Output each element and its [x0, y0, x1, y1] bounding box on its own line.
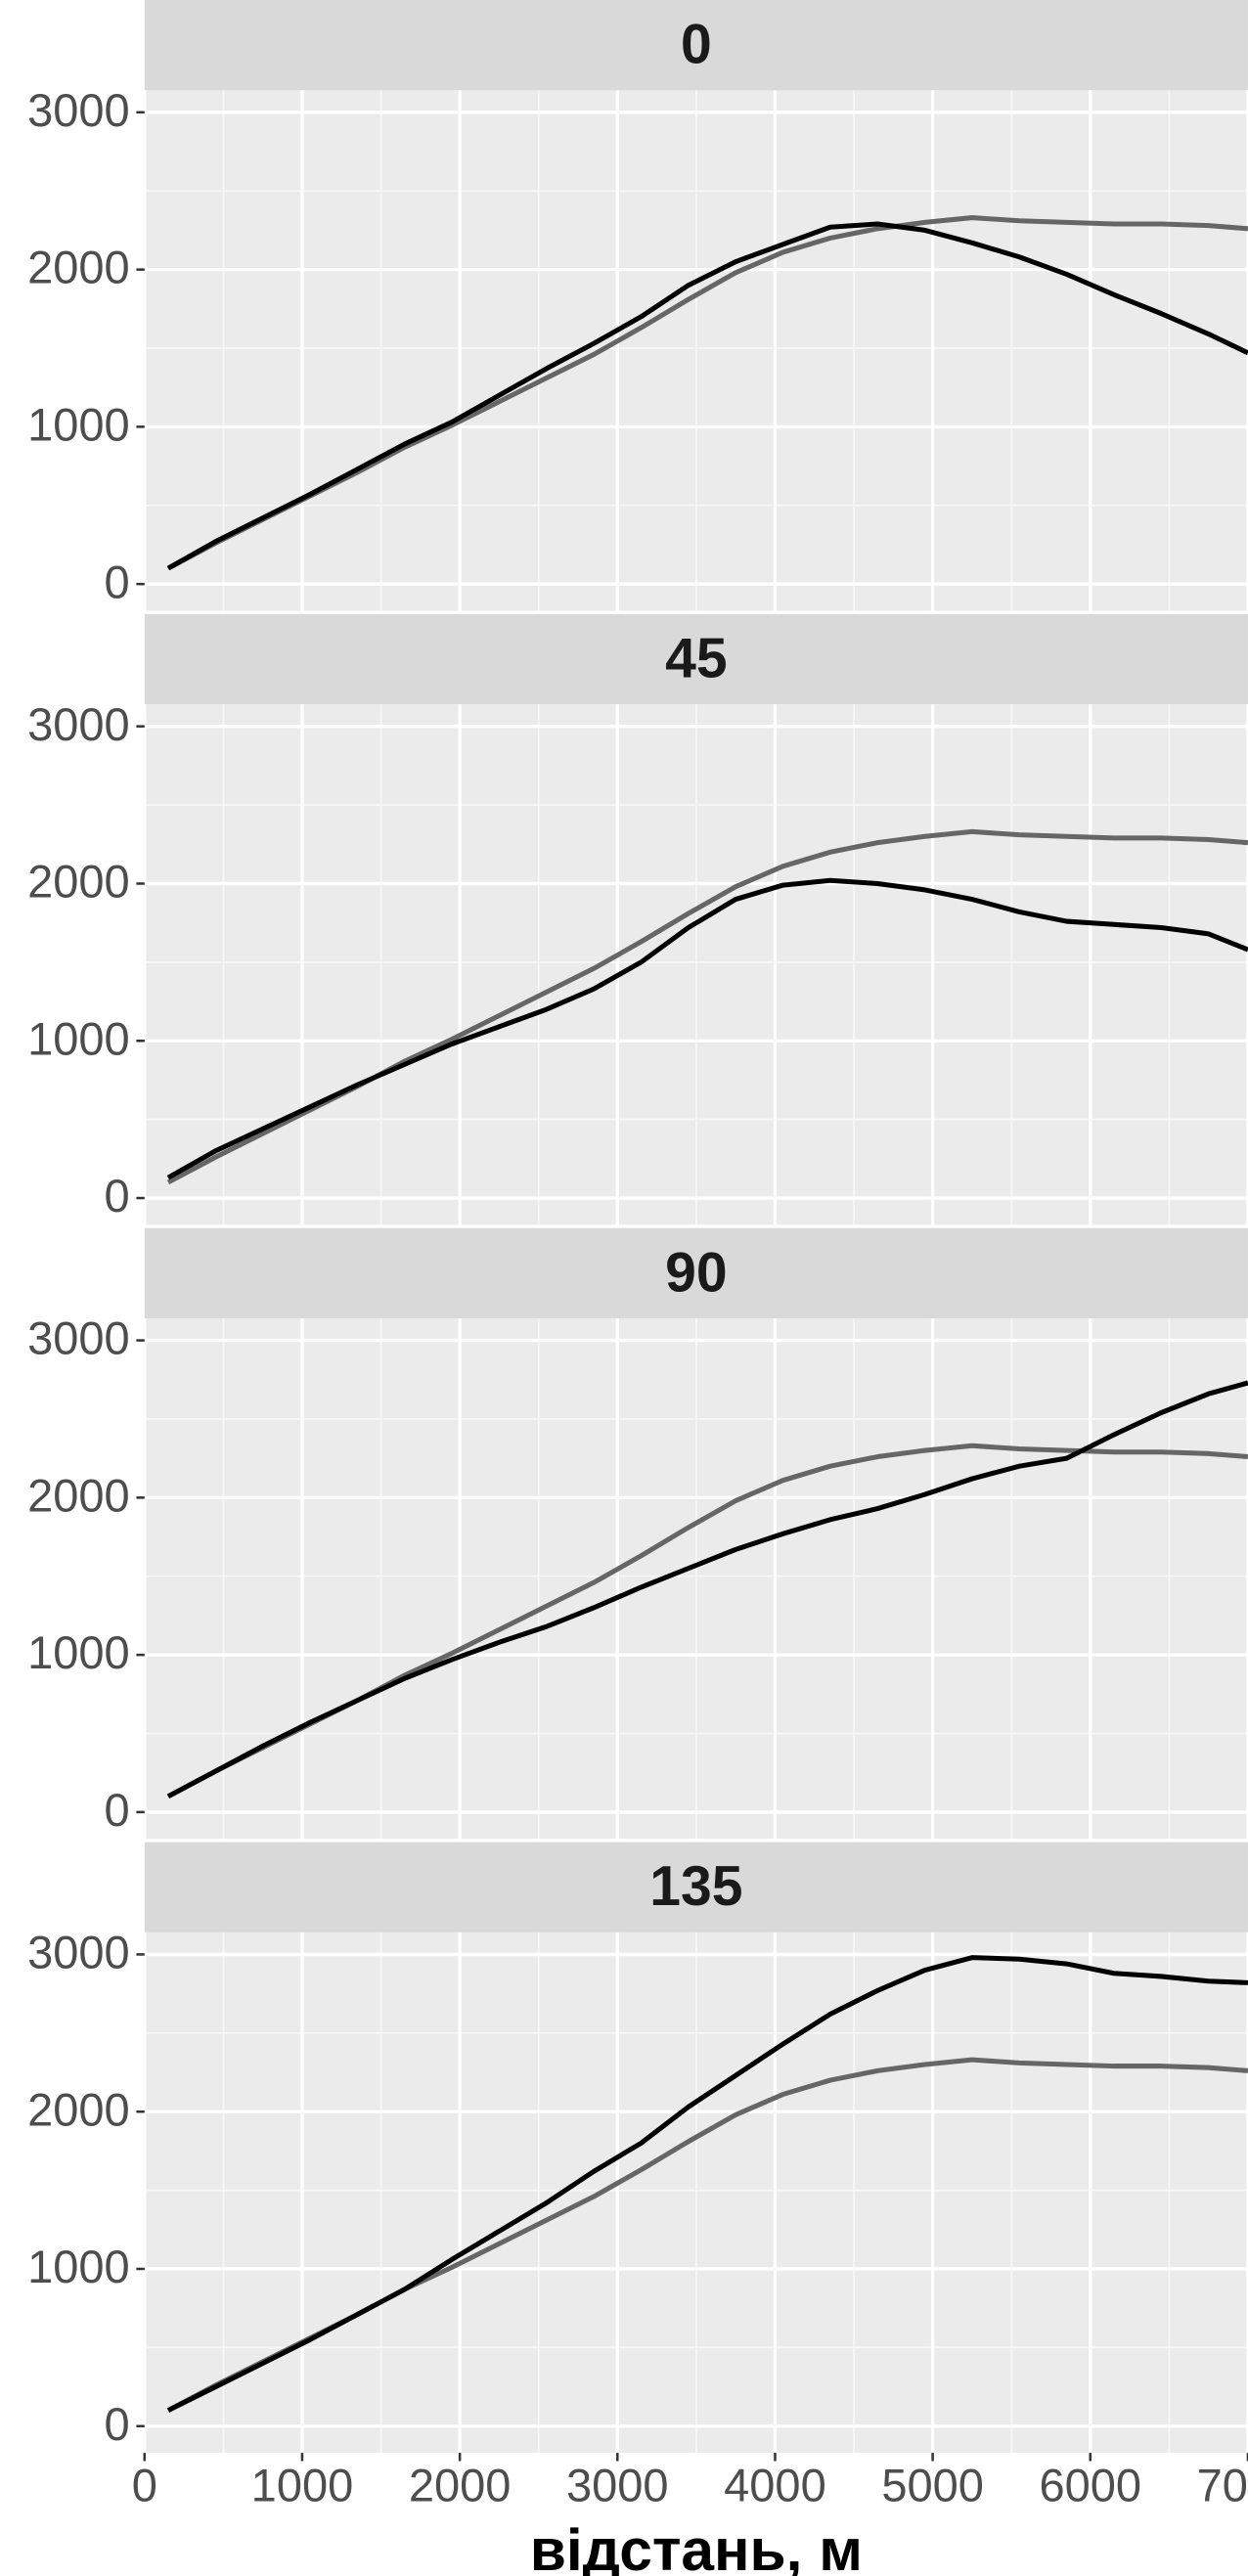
strip	[144, 613, 1248, 705]
x-tick-label: 6000	[1039, 2459, 1141, 2510]
x-axis-title: відстань, м	[530, 2516, 863, 2576]
y-tick-label: 3000	[27, 698, 130, 750]
series-line	[166, 215, 1248, 571]
x-tick-label: 3000	[566, 2459, 669, 2510]
x-tick-label: 4000	[724, 2459, 826, 2510]
series-line	[166, 1955, 1248, 2413]
strip-label: 0	[681, 14, 712, 76]
strip	[144, 0, 1248, 91]
strip-label: 90	[665, 1241, 727, 1304]
x-tick-label: 7000	[1197, 2459, 1248, 2510]
y-tick-label: 3000	[27, 84, 130, 136]
y-tick-label: 0	[105, 1784, 130, 1836]
x-tick-label: 1000	[251, 2459, 354, 2510]
strip	[144, 1842, 1248, 1932]
strip	[144, 1227, 1248, 1319]
y-tick-label: 1000	[27, 398, 130, 450]
y-tick-label: 0	[105, 555, 130, 607]
series-line	[166, 877, 1248, 1180]
series-line	[166, 1380, 1248, 1799]
y-tick-label: 0	[105, 1170, 130, 1221]
x-tick-label: 2000	[409, 2459, 512, 2510]
y-tick-label: 3000	[27, 1927, 130, 1978]
y-tick-label: 0	[105, 2398, 130, 2450]
y-tick-label: 2000	[27, 242, 130, 293]
y-tick-label: 1000	[27, 1626, 130, 1678]
y-tick-label: 2000	[27, 1469, 130, 1521]
y-tick-label: 2000	[27, 856, 130, 908]
x-tick-label: 5000	[881, 2459, 984, 2510]
y-tick-label: 1000	[27, 1012, 130, 1064]
y-tick-label: 3000	[27, 1312, 130, 1364]
y-tick-label: 2000	[27, 2083, 130, 2135]
strip-label: 135	[649, 1855, 742, 1918]
series-line	[166, 221, 1248, 571]
strip-label: 45	[665, 627, 727, 689]
x-tick-label: 0	[132, 2459, 157, 2510]
y-tick-label: 1000	[27, 2241, 130, 2292]
